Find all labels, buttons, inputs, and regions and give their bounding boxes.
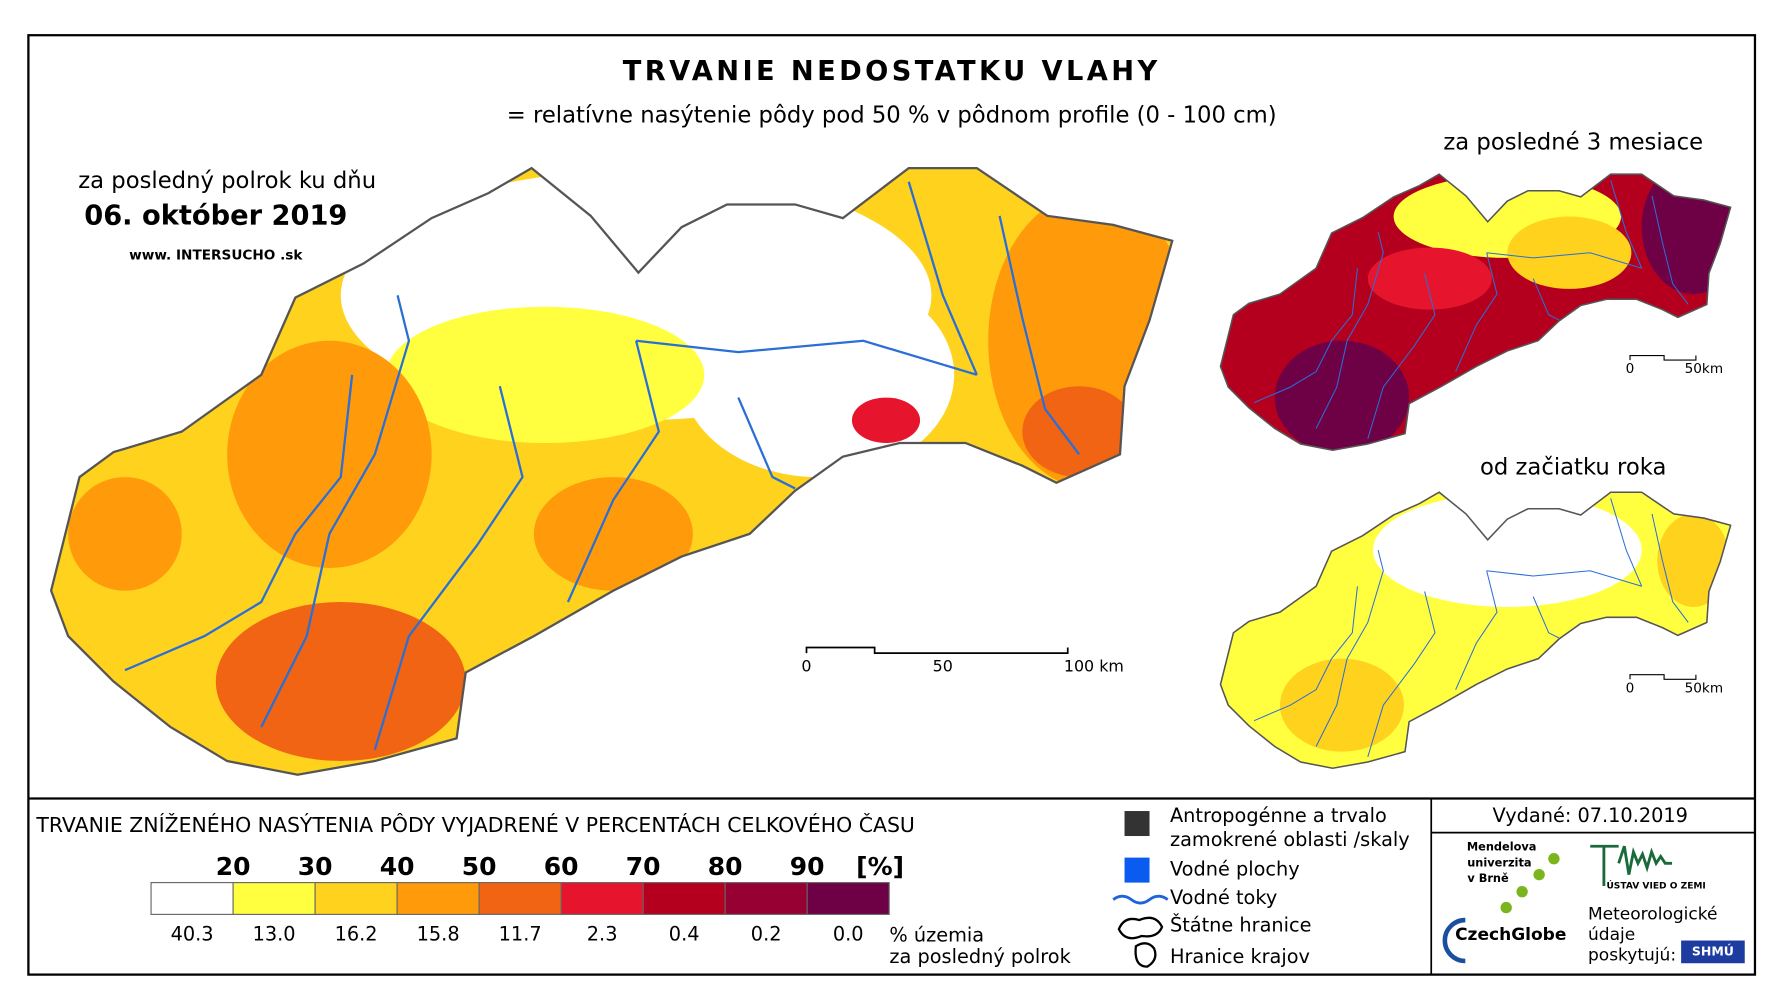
legend-class (724, 882, 808, 915)
main-period: za posledný polrok ku dňu (78, 168, 376, 194)
provider: údaje (1588, 925, 1635, 945)
class-break: 20 (216, 852, 251, 881)
scale-label: 0 (801, 656, 811, 675)
class-share: 13.0 (253, 922, 296, 945)
scale-label: 50 (933, 656, 953, 675)
symbol-label: Štátne hranice (1170, 912, 1312, 936)
class-share: 11.7 (499, 922, 542, 945)
scale-label: 100 km (1064, 656, 1124, 675)
share-caption: za posledný polrok (889, 945, 1071, 968)
legend-class (560, 882, 644, 915)
class-break: 60 (544, 852, 579, 881)
scale-label: 50km (1685, 680, 1724, 696)
symbol-river (1112, 894, 1169, 905)
class-break: 90 (790, 852, 825, 881)
provider: poskytujú: (1588, 945, 1676, 965)
title: TRVANIE NEDOSTATKU VLAHY (623, 56, 1161, 87)
symbol-border (1117, 916, 1164, 940)
subtitle: = relatívne nasýtenie pôdy pod 50 % v pô… (507, 102, 1277, 128)
class-share: 15.8 (417, 922, 460, 945)
legend-unit: [%] (856, 852, 904, 881)
inset-title: za posledné 3 mesiace (1443, 130, 1703, 156)
class-break: 80 (708, 852, 743, 881)
class-share: 2.3 (587, 922, 618, 945)
share-caption: % územia (889, 923, 984, 946)
website: www. INTERSUCHO .sk (129, 248, 303, 264)
class-break: 30 (298, 852, 333, 881)
symbol-label: Hranice krajov (1170, 945, 1310, 968)
logo-text: ÚSTAV VIED O ZEMI (1606, 880, 1705, 892)
class-share: 16.2 (335, 922, 378, 945)
legend-class (478, 882, 562, 915)
class-break: 40 (380, 852, 415, 881)
symbol-region (1134, 942, 1157, 968)
symbol-label: Vodné plochy (1170, 858, 1300, 881)
legend-class (806, 882, 890, 915)
provider: Meteorologické (1588, 904, 1717, 924)
logo-text: Mendelova (1467, 839, 1537, 853)
main-date: 06. október 2019 (84, 200, 347, 231)
legend-class (150, 882, 234, 915)
symbol-label: Vodné toky (1170, 886, 1277, 909)
logo-text: v Brně (1467, 871, 1509, 885)
scale-label: 0 (1626, 680, 1635, 696)
class-share: 0.4 (669, 922, 700, 945)
class-break: 70 (626, 852, 661, 881)
issued: Vydané: 07.10.2019 (1493, 804, 1688, 827)
symbol-urban (1124, 811, 1150, 837)
symbol-water (1124, 857, 1150, 883)
inset-title: od začiatku roka (1480, 454, 1666, 480)
legend-class (314, 882, 398, 915)
symbol-label: Antropogénne a trvalo (1170, 804, 1387, 827)
scale-label: 50km (1685, 361, 1724, 377)
class-share: 40.3 (171, 922, 214, 945)
symbol-label: zamokrené oblasti /skaly (1170, 828, 1410, 851)
class-break: 50 (462, 852, 497, 881)
legend-class (642, 882, 726, 915)
class-share: 0.0 (833, 922, 864, 945)
class-share: 0.2 (751, 922, 782, 945)
scale-label: 0 (1626, 361, 1635, 377)
logo-text: SHMÚ (1692, 943, 1734, 958)
legend-class (396, 882, 480, 915)
legend: 40.3 13.0 16.2 15.8 11.7 2.3 0.4 0.2 0.0 20 30 40 50… (150, 852, 904, 945)
legend-title: TRVANIE ZNÍŽENÉHO NASÝTENIA PÔDY VYJADRE… (35, 812, 915, 837)
logo-text: CzechGlobe (1455, 925, 1566, 945)
logo-text: univerzita (1467, 855, 1531, 869)
legend-class (232, 882, 316, 915)
